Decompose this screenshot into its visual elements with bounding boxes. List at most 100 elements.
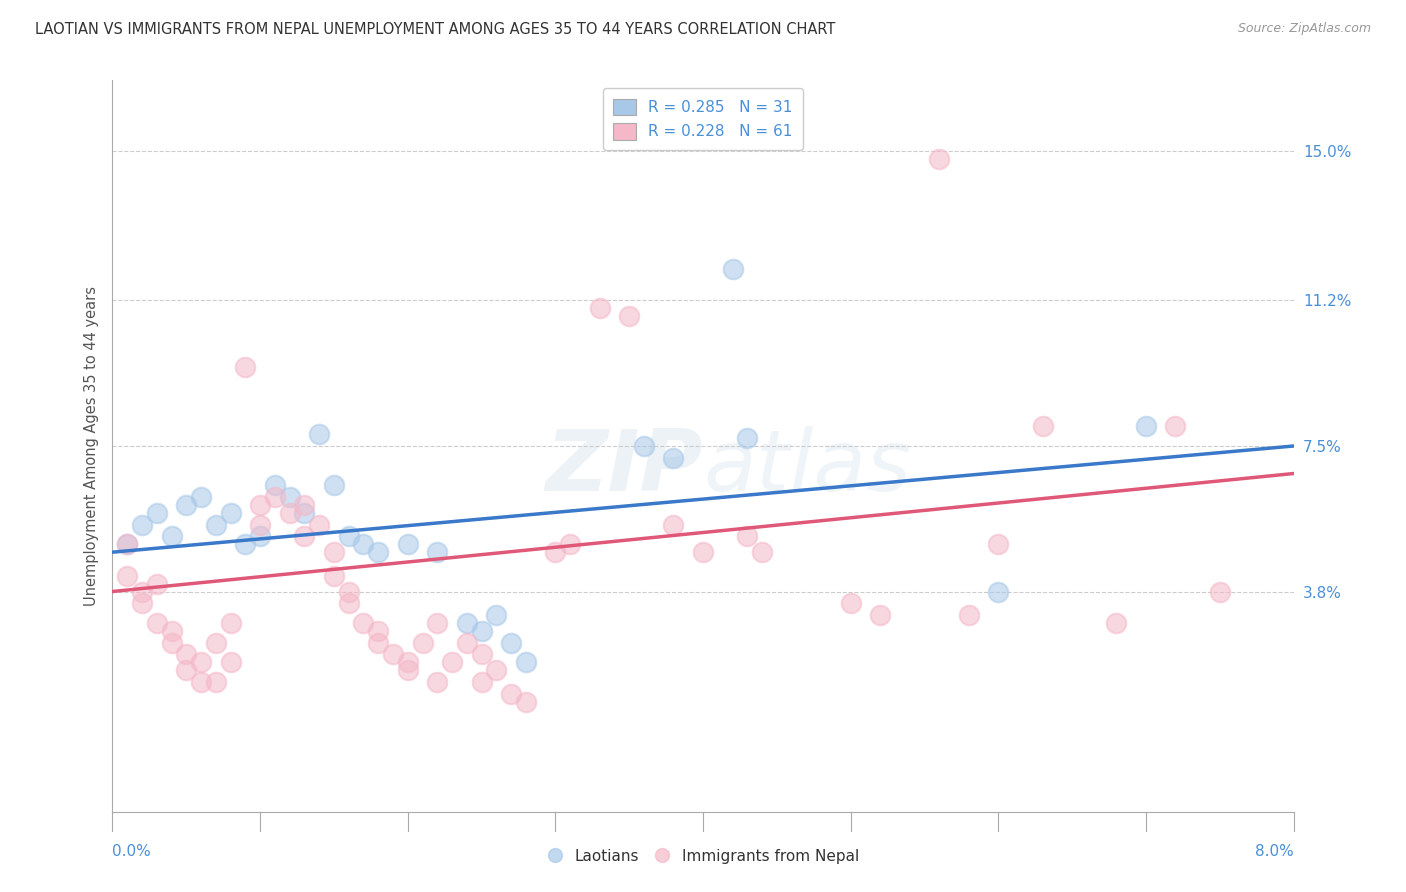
Legend: R = 0.285   N = 31, R = 0.228   N = 61: R = 0.285 N = 31, R = 0.228 N = 61 xyxy=(603,88,803,150)
Point xyxy=(560,537,582,551)
Point xyxy=(146,615,169,630)
Point xyxy=(190,675,212,690)
Point xyxy=(633,439,655,453)
Point xyxy=(205,675,228,690)
Point xyxy=(662,450,685,465)
Point xyxy=(692,545,714,559)
Point xyxy=(174,663,197,677)
Text: atlas: atlas xyxy=(703,426,911,509)
Point xyxy=(292,498,315,512)
Text: 0.0%: 0.0% xyxy=(112,845,152,859)
Point xyxy=(1135,419,1157,434)
Point xyxy=(426,615,449,630)
Point xyxy=(396,537,419,551)
Point xyxy=(426,545,449,559)
Point xyxy=(352,615,374,630)
Point xyxy=(396,655,419,669)
Y-axis label: Unemployment Among Ages 35 to 44 years: Unemployment Among Ages 35 to 44 years xyxy=(83,286,98,606)
Point xyxy=(839,596,862,610)
Point xyxy=(515,695,537,709)
Point xyxy=(219,655,242,669)
Point xyxy=(456,635,478,649)
Point xyxy=(337,584,360,599)
Point xyxy=(957,608,980,623)
Point xyxy=(233,537,256,551)
Point xyxy=(426,675,449,690)
Text: Source: ZipAtlas.com: Source: ZipAtlas.com xyxy=(1237,22,1371,36)
Point xyxy=(117,537,138,551)
Point xyxy=(205,517,228,532)
Point xyxy=(219,615,242,630)
Point xyxy=(619,310,641,324)
Point xyxy=(337,529,360,543)
Point xyxy=(174,498,197,512)
Point xyxy=(160,624,183,638)
Point xyxy=(174,648,197,662)
Point xyxy=(323,568,346,582)
Point xyxy=(323,545,346,559)
Point xyxy=(1105,615,1128,630)
Point xyxy=(131,517,153,532)
Point xyxy=(737,431,759,445)
Point xyxy=(588,301,610,316)
Point xyxy=(117,537,138,551)
Point xyxy=(485,663,508,677)
Point xyxy=(721,262,744,277)
Point xyxy=(292,529,315,543)
Point xyxy=(249,498,271,512)
Point xyxy=(751,545,773,559)
Point xyxy=(662,517,685,532)
Point xyxy=(337,596,360,610)
Point xyxy=(249,517,271,532)
Point xyxy=(471,624,494,638)
Point xyxy=(352,537,374,551)
Point xyxy=(264,478,287,492)
Point xyxy=(367,545,389,559)
Point xyxy=(190,655,212,669)
Point xyxy=(367,635,389,649)
Point xyxy=(441,655,464,669)
Point xyxy=(501,635,523,649)
Point xyxy=(233,360,256,375)
Point xyxy=(278,506,301,520)
Point xyxy=(219,506,242,520)
Point xyxy=(1208,584,1232,599)
Point xyxy=(190,490,212,504)
Point xyxy=(146,506,169,520)
Point xyxy=(205,635,228,649)
Point xyxy=(323,478,346,492)
Point xyxy=(131,596,153,610)
Point xyxy=(382,648,405,662)
Point xyxy=(396,663,419,677)
Point xyxy=(515,655,537,669)
Point xyxy=(146,576,169,591)
Point xyxy=(160,635,183,649)
Point xyxy=(501,687,523,701)
Point xyxy=(367,624,389,638)
Point xyxy=(987,537,1010,551)
Point xyxy=(249,529,271,543)
Point xyxy=(131,584,153,599)
Point xyxy=(869,608,891,623)
Point xyxy=(987,584,1010,599)
Point xyxy=(928,152,950,166)
Point xyxy=(1164,419,1187,434)
Text: 8.0%: 8.0% xyxy=(1254,845,1294,859)
Point xyxy=(308,517,330,532)
Point xyxy=(308,427,330,442)
Point xyxy=(544,545,567,559)
Point xyxy=(292,506,315,520)
Point xyxy=(737,529,759,543)
Text: LAOTIAN VS IMMIGRANTS FROM NEPAL UNEMPLOYMENT AMONG AGES 35 TO 44 YEARS CORRELAT: LAOTIAN VS IMMIGRANTS FROM NEPAL UNEMPLO… xyxy=(35,22,835,37)
Point xyxy=(485,608,508,623)
Point xyxy=(471,675,494,690)
Point xyxy=(160,529,183,543)
Point xyxy=(117,568,138,582)
Point xyxy=(278,490,301,504)
Point xyxy=(264,490,287,504)
Point xyxy=(456,615,478,630)
Point xyxy=(471,648,494,662)
Point xyxy=(1032,419,1054,434)
Point xyxy=(412,635,434,649)
Text: ZIP: ZIP xyxy=(546,426,703,509)
